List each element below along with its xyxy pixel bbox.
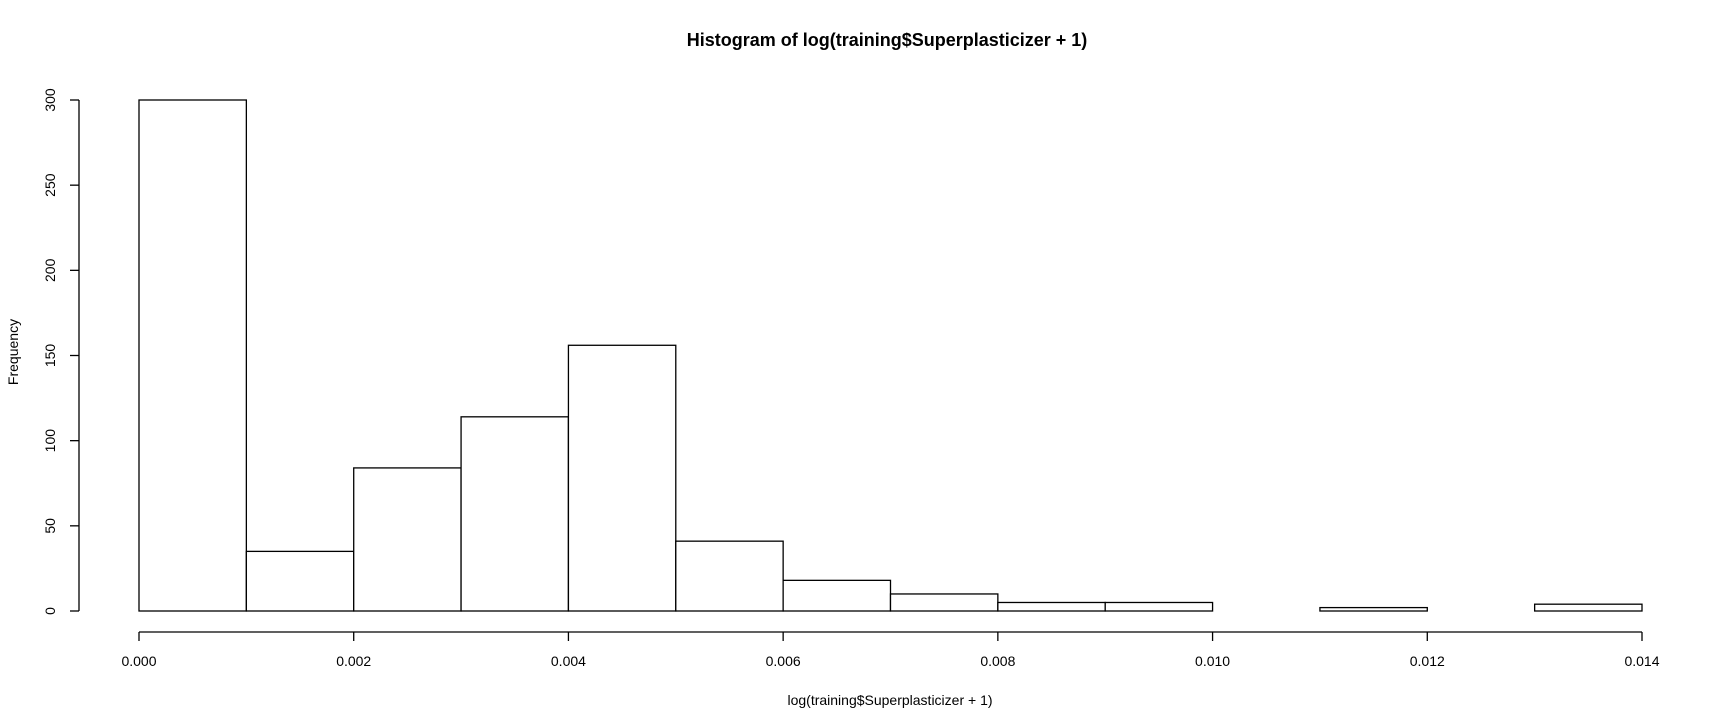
x-tick-label-5: 0.010 [1195,653,1230,669]
y-tick-label-4: 200 [42,258,58,282]
y-axis: 0 50 100 150 200 250 300 [42,88,80,615]
x-tick-label-0: 0.000 [121,653,156,669]
y-tick-label-1: 50 [42,518,58,534]
x-tick-label-1: 0.002 [336,653,371,669]
y-axis-label: Frequency [5,319,21,385]
histogram-bar-6 [782,579,892,612]
y-tick-label-2: 100 [42,429,58,453]
y-tick-label-5: 250 [42,173,58,197]
histogram-bar-11 [1319,606,1428,612]
histogram-bar-8 [997,601,1106,612]
histogram-bar-4 [567,344,677,612]
x-tick-label-7: 0.014 [1624,653,1659,669]
chart-title: Histogram of log(training$Superplasticiz… [687,30,1088,50]
histogram-bar-0 [138,99,248,612]
bars-layer [138,99,1643,612]
x-axis: 0.000 0.002 0.004 0.006 0.008 0.010 0.012 0.014 [121,631,1660,669]
histogram-bar-2 [353,467,462,612]
y-tick-label-0: 0 [42,607,58,615]
histogram-bar-3 [460,416,570,612]
histogram-bar-9 [1104,601,1214,612]
histogram-bar-13 [1533,603,1643,612]
y-tick-label-3: 150 [42,344,58,368]
x-tick-label-2: 0.004 [551,653,586,669]
x-axis-label: log(training$Superplasticizer + 1) [787,692,992,708]
x-tick-label-4: 0.008 [980,653,1015,669]
x-tick-label-3: 0.006 [766,653,801,669]
histogram-bar-5 [675,540,784,612]
x-tick-label-6: 0.012 [1410,653,1445,669]
y-tick-label-6: 300 [42,88,58,112]
histogram-bar-1 [245,550,355,612]
histogram-bar-7 [889,593,999,612]
